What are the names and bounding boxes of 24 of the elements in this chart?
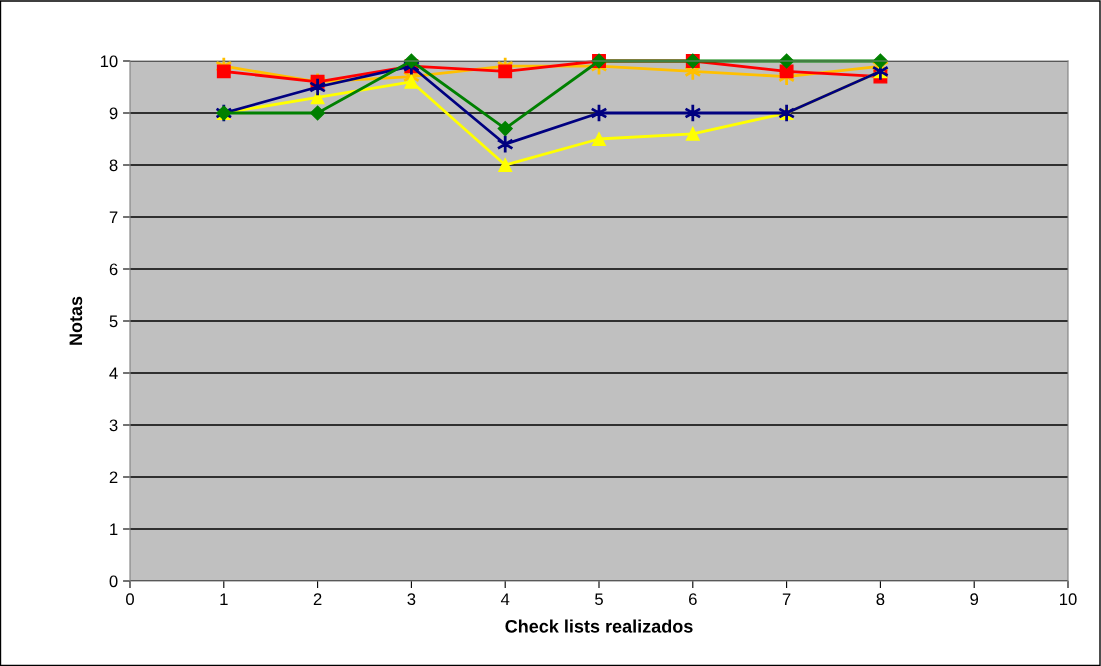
x-tick-label: 2 [313, 593, 322, 605]
y-tick-label: 10 [100, 55, 118, 68]
y-tick-label: 0 [109, 575, 118, 588]
y-tick-label: 6 [109, 263, 118, 276]
x-tick-label: 8 [876, 593, 885, 606]
x-axis-title: Check lists realizados [505, 619, 693, 633]
y-tick-label: 8 [109, 159, 118, 172]
y-axis-title: Notas [69, 296, 83, 345]
y-tick-label: 1 [110, 523, 118, 536]
x-tick-label: 10 [1060, 593, 1077, 606]
x-tick-label: 1 [220, 593, 228, 605]
x-tick-label: 3 [407, 593, 416, 606]
x-tick-label: 7 [782, 593, 791, 605]
x-tick-label: 6 [689, 593, 697, 606]
y-tick-label: 4 [109, 367, 118, 380]
y-tick-label: 7 [109, 211, 118, 224]
y-tick-label: 5 [109, 315, 118, 328]
y-tick-label: 2 [109, 471, 118, 484]
x-tick-label: 4 [500, 593, 510, 605]
x-tick-label: 0 [126, 593, 134, 606]
x-tick-label: 9 [970, 593, 979, 606]
y-tick-label: 3 [109, 419, 118, 432]
y-tick-label: 9 [109, 107, 118, 120]
x-tick-label: 5 [595, 593, 603, 606]
